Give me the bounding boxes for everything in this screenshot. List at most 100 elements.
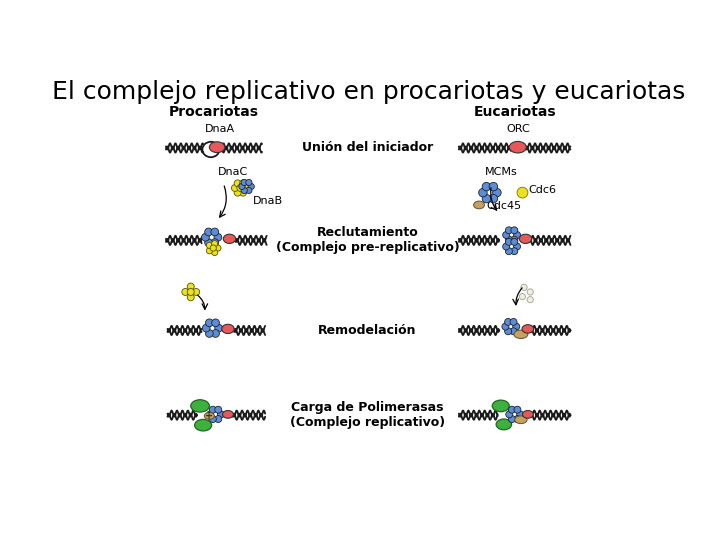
Ellipse shape xyxy=(522,325,534,333)
Circle shape xyxy=(514,416,521,422)
Circle shape xyxy=(510,236,518,243)
Circle shape xyxy=(246,179,252,186)
Ellipse shape xyxy=(514,330,528,339)
Text: DnaB: DnaB xyxy=(253,195,283,206)
Circle shape xyxy=(502,323,509,330)
Circle shape xyxy=(205,329,213,338)
Circle shape xyxy=(204,228,212,236)
Circle shape xyxy=(527,296,534,303)
Circle shape xyxy=(243,185,249,192)
Circle shape xyxy=(482,194,490,203)
Circle shape xyxy=(210,245,216,251)
Circle shape xyxy=(212,241,217,247)
Ellipse shape xyxy=(474,201,485,209)
Circle shape xyxy=(211,239,219,246)
Text: Unión del iniciador: Unión del iniciador xyxy=(302,141,433,154)
Circle shape xyxy=(241,187,248,193)
Circle shape xyxy=(505,411,513,418)
Circle shape xyxy=(234,189,241,196)
Circle shape xyxy=(212,249,217,255)
Text: Procariotas: Procariotas xyxy=(169,105,259,119)
Circle shape xyxy=(503,232,510,239)
Ellipse shape xyxy=(223,234,235,244)
Circle shape xyxy=(505,319,512,326)
Circle shape xyxy=(479,188,487,197)
Circle shape xyxy=(215,325,222,332)
Circle shape xyxy=(182,288,189,295)
Circle shape xyxy=(503,243,510,250)
Circle shape xyxy=(514,406,521,413)
Circle shape xyxy=(211,228,219,236)
Circle shape xyxy=(187,283,194,290)
Text: Cdc6: Cdc6 xyxy=(528,185,557,194)
Circle shape xyxy=(212,319,220,327)
Circle shape xyxy=(527,289,534,295)
Text: DnaC: DnaC xyxy=(218,167,248,177)
Text: Remodelación: Remodelación xyxy=(318,324,417,337)
Text: Eucariotas: Eucariotas xyxy=(473,105,556,119)
Circle shape xyxy=(237,185,244,192)
Circle shape xyxy=(510,248,518,255)
Text: Reclutamiento
(Complejo pre-replicativo): Reclutamiento (Complejo pre-replicativo) xyxy=(276,226,459,254)
Circle shape xyxy=(210,406,216,413)
Circle shape xyxy=(489,194,498,203)
Circle shape xyxy=(215,416,222,422)
Circle shape xyxy=(210,416,216,422)
Circle shape xyxy=(508,406,516,413)
Ellipse shape xyxy=(222,410,233,418)
Circle shape xyxy=(207,248,212,254)
Circle shape xyxy=(187,288,194,295)
Circle shape xyxy=(519,294,526,300)
Circle shape xyxy=(510,319,517,326)
Circle shape xyxy=(513,232,521,239)
Circle shape xyxy=(193,288,199,295)
Circle shape xyxy=(505,238,513,245)
Ellipse shape xyxy=(523,410,534,418)
Circle shape xyxy=(240,180,246,187)
Ellipse shape xyxy=(515,416,527,423)
Text: +: + xyxy=(205,411,213,421)
Ellipse shape xyxy=(496,419,512,430)
Circle shape xyxy=(513,323,520,330)
Circle shape xyxy=(205,319,213,327)
Ellipse shape xyxy=(210,142,225,153)
Ellipse shape xyxy=(191,400,210,412)
Circle shape xyxy=(489,183,498,191)
Circle shape xyxy=(215,245,221,251)
Circle shape xyxy=(505,328,512,335)
Circle shape xyxy=(482,183,490,191)
Text: El complejo replicativo en procariotas y eucariotas: El complejo replicativo en procariotas y… xyxy=(53,80,685,104)
Circle shape xyxy=(240,189,246,196)
Circle shape xyxy=(517,187,528,198)
Text: DnaA: DnaA xyxy=(205,124,235,134)
Circle shape xyxy=(212,329,220,338)
Ellipse shape xyxy=(204,413,215,420)
Circle shape xyxy=(510,328,517,335)
Text: Cdc45: Cdc45 xyxy=(487,201,522,211)
Ellipse shape xyxy=(509,141,526,153)
Circle shape xyxy=(231,185,238,192)
Circle shape xyxy=(508,416,516,422)
Circle shape xyxy=(248,184,254,190)
Circle shape xyxy=(239,184,245,190)
Text: Carga de Polimerasas
(Complejo replicativo): Carga de Polimerasas (Complejo replicati… xyxy=(290,401,445,429)
Circle shape xyxy=(217,411,225,418)
Circle shape xyxy=(513,243,521,250)
Circle shape xyxy=(505,227,513,234)
Circle shape xyxy=(510,238,518,245)
Circle shape xyxy=(521,284,527,291)
Circle shape xyxy=(492,188,501,197)
Circle shape xyxy=(505,236,513,243)
Circle shape xyxy=(202,233,210,241)
Text: MCMs: MCMs xyxy=(485,167,518,177)
Circle shape xyxy=(246,187,252,193)
Circle shape xyxy=(202,325,210,332)
Circle shape xyxy=(215,406,222,413)
Text: ORC: ORC xyxy=(506,124,530,134)
Circle shape xyxy=(214,233,222,241)
Circle shape xyxy=(517,411,523,418)
Circle shape xyxy=(187,294,194,301)
Circle shape xyxy=(207,242,212,248)
Circle shape xyxy=(241,179,248,186)
Circle shape xyxy=(204,239,212,246)
